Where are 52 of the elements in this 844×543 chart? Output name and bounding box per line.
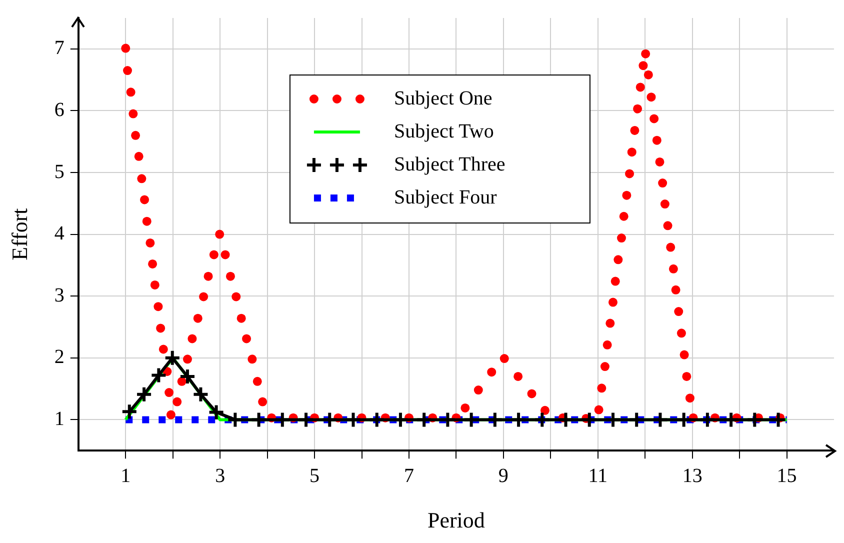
point [321, 411, 338, 428]
legend-label: Subject One [394, 87, 492, 110]
y-tick-label: 2 [54, 346, 64, 368]
point [136, 386, 153, 403]
point [746, 411, 764, 428]
point [722, 411, 740, 428]
point [344, 411, 362, 428]
legend-label: Subject Four [394, 186, 498, 208]
point [416, 411, 433, 428]
point [439, 411, 456, 428]
point [150, 366, 168, 384]
point [192, 386, 210, 403]
point [368, 411, 386, 428]
y-tick-label: 7 [54, 37, 64, 60]
point [557, 411, 574, 428]
x-axis-title: Period [427, 508, 485, 533]
point [698, 411, 716, 428]
point [164, 349, 181, 366]
point [510, 411, 528, 428]
point [675, 411, 692, 428]
point [770, 411, 787, 428]
point [604, 411, 622, 428]
x-tick-label: 1 [120, 464, 131, 487]
x-tick-label: 9 [498, 464, 508, 487]
point [628, 411, 646, 428]
legend-label: Subject Two [394, 120, 494, 142]
y-tick-label: 6 [54, 98, 64, 121]
point [580, 411, 598, 428]
x-tick-label: 11 [588, 464, 608, 487]
point [486, 411, 504, 428]
legend-label: Subject Three [394, 153, 506, 176]
y-axis-title: Effort [6, 208, 32, 260]
x-tick-label: 7 [404, 464, 414, 487]
point [120, 403, 138, 420]
y-tick-label: 3 [54, 284, 64, 306]
y-tick-label: 5 [54, 160, 64, 183]
x-tick-label: 13 [682, 464, 702, 487]
x-tick-label: 15 [776, 464, 797, 487]
point [534, 411, 551, 428]
point [208, 404, 225, 421]
point [298, 411, 315, 428]
point [652, 411, 669, 428]
point [226, 411, 244, 428]
point [274, 411, 291, 428]
x-tick-label: 5 [310, 464, 320, 487]
y-tick-label: 4 [54, 222, 64, 245]
point [178, 368, 196, 385]
point [392, 411, 409, 428]
point [462, 411, 480, 428]
y-tick-label: 1 [54, 408, 64, 430]
point [250, 411, 268, 428]
x-tick-label: 3 [215, 464, 226, 487]
